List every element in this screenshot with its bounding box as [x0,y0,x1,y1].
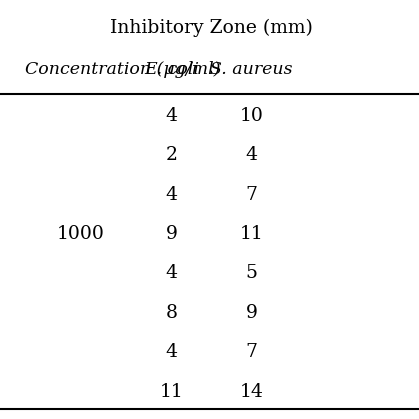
Text: 7: 7 [246,186,257,204]
Text: 9: 9 [166,225,178,243]
Text: 9: 9 [246,304,257,322]
Text: 14: 14 [240,383,263,401]
Text: 11: 11 [160,383,184,401]
Text: 2: 2 [166,146,178,164]
Text: 4: 4 [166,343,178,361]
Text: 4: 4 [246,146,257,164]
Text: 4: 4 [166,264,178,282]
Text: 11: 11 [240,225,263,243]
Text: Concentration (μg/ml): Concentration (μg/ml) [25,61,220,78]
Text: 8: 8 [166,304,178,322]
Text: 10: 10 [240,107,263,125]
Text: Inhibitory Zone (mm): Inhibitory Zone (mm) [110,19,313,37]
Text: E. coli: E. coli [145,61,199,78]
Text: 7: 7 [246,343,257,361]
Text: 5: 5 [246,264,257,282]
Text: 1000: 1000 [57,225,105,243]
Text: S. aureus: S. aureus [210,61,292,78]
Text: 4: 4 [166,107,178,125]
Text: 4: 4 [166,186,178,204]
